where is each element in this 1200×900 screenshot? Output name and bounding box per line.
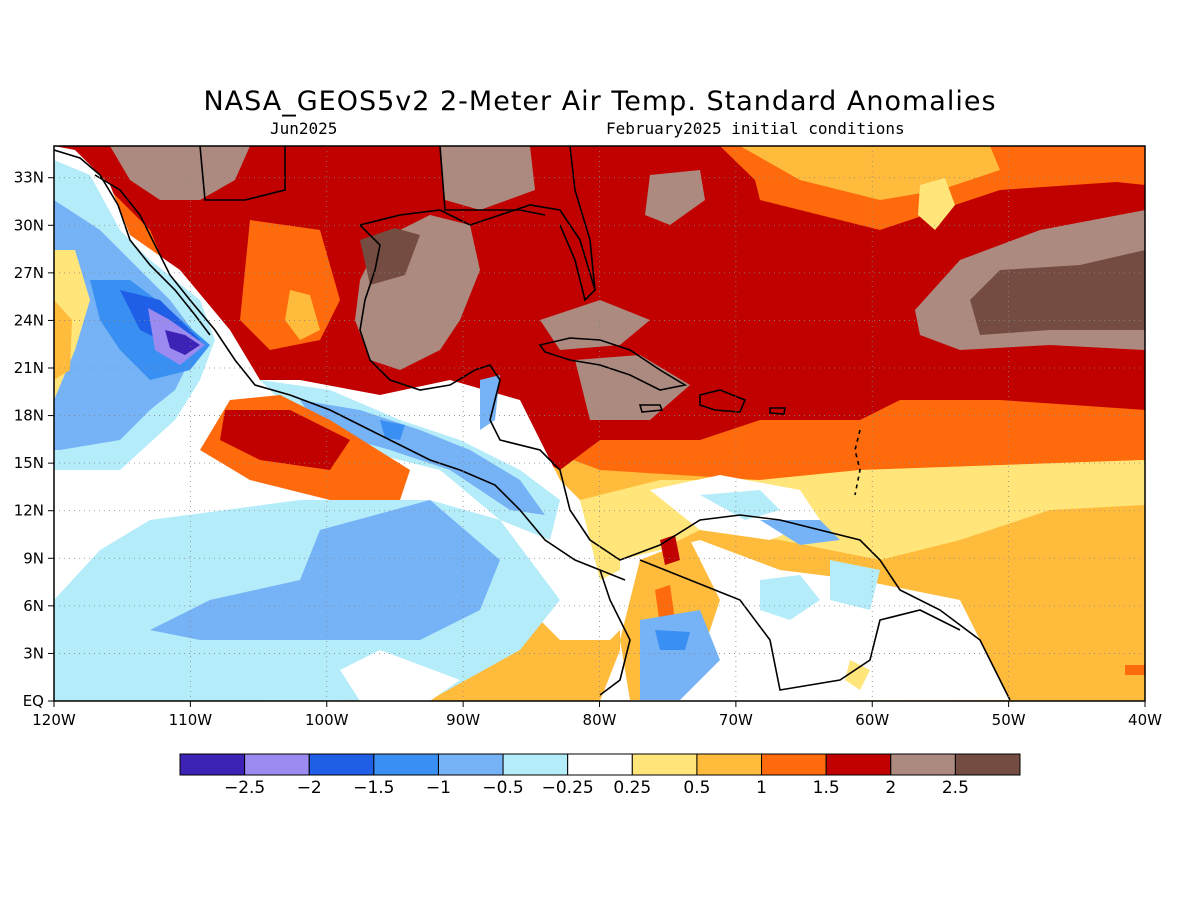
puerto-rico [769, 407, 786, 415]
lat-tick-label: 21N [14, 359, 44, 377]
colorbar-swatch [179, 753, 246, 776]
lon-tick-label: 40W [1128, 711, 1162, 729]
colorbar: −2.5 −2 −1.5 −1 −0.5 −0.25 0.25 0.5 1 1.5 2 2.5 [179, 753, 1021, 798]
equatorial-white-patch [340, 650, 460, 701]
colombia-pacific [599, 569, 631, 696]
venezuela-pale-blue [700, 490, 780, 520]
colorbar-swatch [373, 753, 439, 776]
lat-tick-label: 27N [14, 264, 44, 282]
lat-tick-label: 33N [14, 169, 44, 187]
lon-tick-label: 120W [32, 711, 76, 729]
caribbean-tan-west [540, 300, 650, 350]
southeast-us-tan [440, 146, 535, 210]
colorbar-swatch [244, 753, 310, 776]
anomaly-field [54, 146, 1145, 701]
venezuela-blue-patch [760, 520, 840, 545]
lon-tick-label: 50W [992, 711, 1026, 729]
gridlines [54, 146, 1145, 701]
us-mexico-border [199, 146, 286, 201]
equatorial-pacific-blue [150, 500, 500, 640]
gulf-caribbean-coast [359, 224, 1011, 701]
mexico-amber-spot [285, 290, 320, 340]
colorbar-label: 0.5 [683, 778, 710, 798]
colorbar-label: −2.5 [224, 778, 265, 798]
lon-tick-label: 90W [446, 711, 480, 729]
colorbar-swatch [631, 753, 698, 776]
cuba [538, 337, 688, 391]
equatorial-atlantic-amber [960, 505, 1145, 701]
colorbar-swatch [437, 753, 504, 776]
colorbar-swatch [825, 753, 892, 776]
colorbar-swatch [567, 753, 633, 776]
longitude-axis: 120W 110W 100W 90W 80W 70W 60W 50W 40W [32, 701, 1162, 729]
florida-coast [559, 146, 596, 302]
colorbar-label: 1.5 [813, 778, 840, 798]
colorbar-label: −0.25 [542, 778, 594, 798]
south-america-borders [639, 559, 961, 691]
chart-title: NASA_GEOS5v2 2-Meter Air Temp. Standard … [203, 86, 997, 117]
forecast-month: Jun2025 [270, 119, 338, 138]
lat-tick-label: 3N [23, 644, 44, 662]
latitude-axis: EQ 3N 6N 9N 12N 15N 18N 21N 24N 27N 30N 33N [14, 169, 54, 710]
guatemala-blue [380, 420, 405, 440]
florida-tan-patch [645, 170, 705, 225]
lesser-antilles [854, 429, 861, 496]
colorbar-swatch [696, 753, 763, 776]
colorbar-swatch [502, 753, 569, 776]
lon-tick-label: 80W [583, 711, 617, 729]
colorbar-swatch [890, 753, 956, 776]
lat-tick-label: 15N [14, 454, 44, 472]
west-amber-strip [54, 300, 72, 380]
colorbar-label: −2 [297, 778, 322, 798]
atlantic-yellow-patch [918, 178, 955, 230]
lat-tick-label: 12N [14, 502, 44, 520]
lon-tick-label: 110W [169, 711, 213, 729]
lat-tick-label: 9N [23, 549, 44, 567]
colorbar-label: 0.25 [613, 778, 651, 798]
baja-min-core [165, 330, 200, 355]
pacific-mexico-red [220, 410, 350, 470]
lat-tick-label: 24N [14, 311, 44, 329]
baja-coast [54, 149, 211, 336]
lat-tick-label: EQ [23, 692, 44, 710]
colorbar-label: 2 [885, 778, 896, 798]
initial-conditions-label: February2025 initial conditions [606, 119, 905, 138]
pacific-coast [94, 174, 626, 581]
orinoco-pale [760, 575, 820, 620]
colorbar-label: 2.5 [942, 778, 969, 798]
guyana-pale [830, 560, 880, 610]
colombia-mid-blue [655, 630, 690, 650]
lon-tick-label: 70W [719, 711, 753, 729]
equatorial-orange-spot [1125, 665, 1145, 675]
colorbar-label: −0.5 [482, 778, 523, 798]
lat-tick-label: 18N [14, 407, 44, 425]
coastlines [54, 146, 1011, 701]
us-state-lines [439, 146, 546, 216]
mexico-tan-north [110, 146, 250, 200]
colorbar-swatch [954, 753, 1021, 776]
lon-tick-label: 60W [855, 711, 889, 729]
amazon-yellow-spot [845, 660, 870, 690]
central-america-blue [300, 400, 545, 515]
lat-tick-label: 6N [23, 597, 44, 615]
colorbar-label: 1 [756, 778, 767, 798]
colorbar-label: −1.5 [353, 778, 394, 798]
colorbar-swatch [308, 753, 375, 776]
colorbar-label: −1 [426, 778, 451, 798]
lat-tick-label: 30N [14, 216, 44, 234]
jamaica [638, 404, 664, 413]
yucatan-blue [480, 375, 500, 430]
hispaniola [699, 389, 747, 413]
gulf-north-coast [359, 204, 596, 291]
colorbar-swatch [761, 753, 827, 776]
lon-tick-label: 100W [305, 711, 349, 729]
atlantic-brown-core [970, 250, 1145, 335]
